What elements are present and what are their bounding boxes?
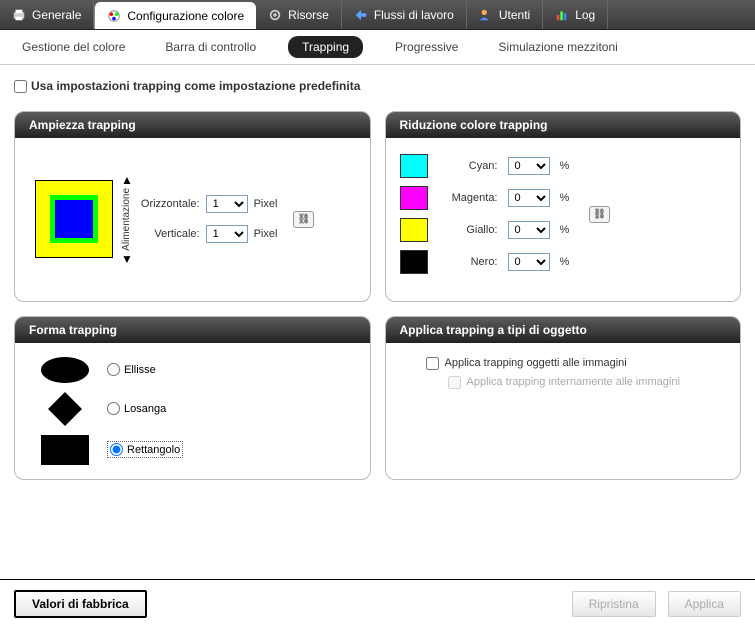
tab-generale[interactable]: Generale [0,0,94,29]
panel-title: Riduzione colore trapping [386,112,741,138]
vertical-select[interactable]: 1 [206,225,248,243]
forma-rettangolo-row: Rettangolo [41,435,344,465]
arrow-up-icon: ▲ [121,174,133,186]
default-trapping-checkbox-row: Usa impostazioni trapping come impostazi… [14,79,741,93]
giallo-unit: % [560,224,570,236]
log-icon [555,8,569,22]
forma-losanga-label: Losanga [124,403,166,415]
subnav-barra-controllo[interactable]: Barra di controllo [157,36,264,58]
factory-defaults-button[interactable]: Valori di fabbrica [14,590,147,618]
forma-losanga-row: Losanga [41,397,344,421]
workflow-icon [354,8,368,22]
cyan-label: Cyan: [438,160,498,172]
tab-log[interactable]: Log [543,0,608,29]
vertical-unit: Pixel [254,228,278,240]
magenta-row: Magenta: 0 % [400,186,570,210]
tab-label: Flussi di lavoro [374,8,454,22]
applica-interno-checkbox [448,376,461,389]
horizontal-label: Orizzontale: [141,198,200,210]
cyan-select[interactable]: 0 [508,157,550,175]
default-trapping-checkbox[interactable] [14,80,27,93]
applica-oggetti-label: Applica trapping oggetti alle immagini [445,357,627,369]
arrow-down-icon: ▼ [121,253,133,265]
tab-label: Utenti [499,8,530,22]
nero-select[interactable]: 0 [508,253,550,271]
default-trapping-label: Usa impostazioni trapping come impostazi… [31,79,360,93]
applica-row-2: Applica trapping internamente alle immag… [448,376,727,389]
nero-label: Nero: [438,256,498,268]
magenta-swatch [400,186,428,210]
vertical-label: Verticale: [154,228,199,240]
forma-rettangolo-radio[interactable] [110,443,123,456]
tab-flussi[interactable]: Flussi di lavoro [342,0,467,29]
ellipse-icon [41,357,89,383]
alimentazione-indicator: ▲ Alimentazione ▼ [121,174,133,265]
cyan-row: Cyan: 0 % [400,154,570,178]
tab-risorse[interactable]: Risorse [256,0,342,29]
top-tabs: Generale Configurazione colore Risorse F… [0,0,755,30]
forma-ellisse-row: Ellisse [41,357,344,383]
magenta-unit: % [560,192,570,204]
printer-icon [12,8,26,22]
cyan-swatch [400,154,428,178]
footer: Valori di fabbrica Ripristina Applica [0,579,755,628]
panel-title: Forma trapping [15,317,370,343]
users-icon [479,8,493,22]
applica-oggetti-checkbox[interactable] [426,357,439,370]
trapping-swatch-inner [50,195,98,243]
panel-forma: Forma trapping Ellisse Losanga Rettangol… [14,316,371,480]
magenta-select[interactable]: 0 [508,189,550,207]
cyan-unit: % [560,160,570,172]
link-icon[interactable]: ⛓ [589,206,610,223]
color-wheel-icon [107,9,121,23]
panel-applica: Applica trapping a tipi di oggetto Appli… [385,316,742,480]
panel-title: Applica trapping a tipi di oggetto [386,317,741,343]
applica-interno-label: Applica trapping internamente alle immag… [467,376,680,388]
tab-label: Configurazione colore [127,9,244,23]
gear-icon [268,8,282,22]
subnav: Gestione del colore Barra di controllo T… [0,30,755,65]
reset-button[interactable]: Ripristina [572,591,656,617]
trapping-swatch [35,180,113,258]
panel-ampiezza: Ampiezza trapping ▲ Alimentazione ▼ Oriz… [14,111,371,302]
panel-title: Ampiezza trapping [15,112,370,138]
horizontal-unit: Pixel [254,198,278,210]
panel-riduzione: Riduzione colore trapping Cyan: 0 % Mage… [385,111,742,302]
subnav-simulazione-mezzitoni[interactable]: Simulazione mezzitoni [490,36,625,58]
giallo-select[interactable]: 0 [508,221,550,239]
forma-ellisse-label: Ellisse [124,364,156,376]
subnav-progressive[interactable]: Progressive [387,36,466,58]
tab-utenti[interactable]: Utenti [467,0,543,29]
rect-icon [41,435,89,465]
nero-unit: % [560,256,570,268]
tab-label: Generale [32,8,81,22]
nero-row: Nero: 0 % [400,250,570,274]
subnav-gestione-colore[interactable]: Gestione del colore [14,36,133,58]
giallo-row: Giallo: 0 % [400,218,570,242]
tab-label: Log [575,8,595,22]
forma-rettangolo-label: Rettangolo [127,444,180,456]
diamond-icon [48,392,82,426]
apply-button[interactable]: Applica [668,591,741,617]
tab-configurazione-colore[interactable]: Configurazione colore [94,2,256,29]
alimentazione-label: Alimentazione [121,188,132,251]
forma-losanga-radio[interactable] [107,402,120,415]
tab-label: Risorse [288,8,329,22]
nero-swatch [400,250,428,274]
link-icon[interactable]: ⛓ [293,211,314,228]
giallo-swatch [400,218,428,242]
applica-row-1: Applica trapping oggetti alle immagini [426,357,727,370]
giallo-label: Giallo: [438,224,498,236]
subnav-trapping[interactable]: Trapping [288,36,363,58]
magenta-label: Magenta: [438,192,498,204]
forma-ellisse-radio[interactable] [107,363,120,376]
horizontal-select[interactable]: 1 [206,195,248,213]
